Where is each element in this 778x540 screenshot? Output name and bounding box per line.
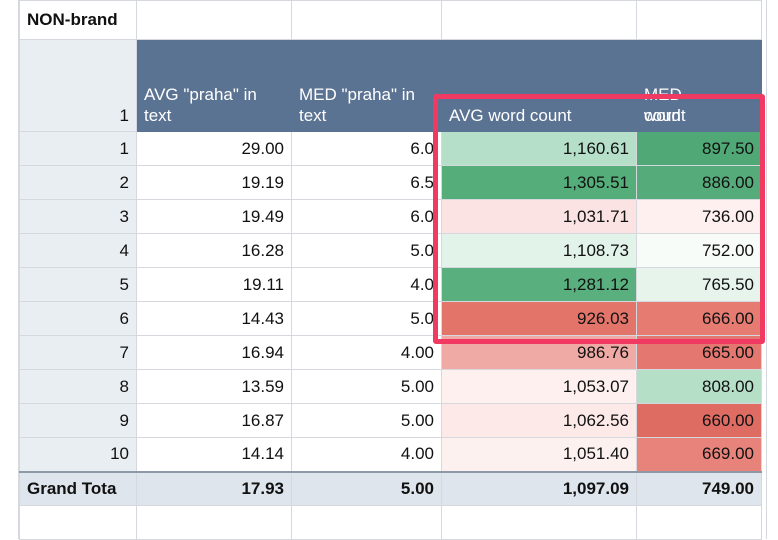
row-label[interactable]: 3 xyxy=(19,199,137,234)
row-label[interactable]: 5 xyxy=(19,267,137,302)
row-label[interactable]: 8 xyxy=(19,369,137,404)
table-row: 3 19.49 6.0 1,031.71 736.00 xyxy=(19,199,762,234)
cell-avg-word-count[interactable]: 1,160.61 xyxy=(441,131,637,166)
cell-med-word-count[interactable]: 660.00 xyxy=(636,403,762,438)
cell-avg-praha[interactable]: 16.94 xyxy=(136,335,292,370)
cell-avg-praha[interactable]: 19.11 xyxy=(136,267,292,302)
grand-total-label[interactable]: Grand Tota xyxy=(19,470,137,506)
table-row: 9 16.87 5.00 1,062.56 660.00 xyxy=(19,403,762,438)
header-row: 1 AVG "praha" in text MED "praha" in tex… xyxy=(19,39,762,132)
total-med-praha[interactable]: 5.00 xyxy=(291,470,442,506)
cell-med-word-count[interactable]: 897.50 xyxy=(636,131,762,166)
cell-avg-praha[interactable]: 13.59 xyxy=(136,369,292,404)
row-label[interactable]: 10 xyxy=(19,437,137,472)
table-row: 8 13.59 5.00 1,053.07 808.00 xyxy=(19,369,762,404)
row-label[interactable]: 7 xyxy=(19,335,137,370)
cell-med-praha[interactable]: 4.00 xyxy=(291,335,442,370)
cell-avg-praha[interactable]: 14.43 xyxy=(136,301,292,336)
empty-cell[interactable] xyxy=(136,505,292,540)
row-label[interactable]: 6 xyxy=(19,301,137,336)
cell-avg-praha[interactable]: 16.87 xyxy=(136,403,292,438)
total-med-word-count[interactable]: 749.00 xyxy=(636,470,762,506)
cell-avg-word-count[interactable]: 926.03 xyxy=(441,301,637,336)
empty-cell[interactable] xyxy=(291,0,442,40)
data-rows: 1 29.00 6.0 1,160.61 897.50 2 19.19 6.5 1,305.51… xyxy=(19,131,762,472)
row-label[interactable]: 2 xyxy=(19,165,137,200)
empty-cell[interactable] xyxy=(19,505,137,540)
table-row: 4 16.28 5.0 1,108.73 752.00 xyxy=(19,233,762,268)
header-med-word-count[interactable]: MED word count xyxy=(636,39,762,132)
row-header-gutter xyxy=(0,0,19,539)
header-med-line2: count xyxy=(644,106,686,125)
cell-med-praha[interactable]: 5.0 xyxy=(291,301,442,336)
total-avg-word-count[interactable]: 1,097.09 xyxy=(441,470,637,506)
cell-med-word-count[interactable]: 666.00 xyxy=(636,301,762,336)
cell-avg-praha[interactable]: 16.28 xyxy=(136,233,292,268)
cell-avg-word-count[interactable]: 1,108.73 xyxy=(441,233,637,268)
cell-avg-praha[interactable]: 14.14 xyxy=(136,437,292,472)
cell-avg-word-count[interactable]: 986.76 xyxy=(441,335,637,370)
cell-med-praha[interactable]: 5.00 xyxy=(291,403,442,438)
cell-avg-word-count[interactable]: 1,051.40 xyxy=(441,437,637,472)
table-row: 2 19.19 6.5 1,305.51 886.00 xyxy=(19,165,762,200)
cell-med-word-count[interactable]: 736.00 xyxy=(636,199,762,234)
cell-avg-word-count[interactable]: 1,281.12 xyxy=(441,267,637,302)
cell-med-word-count[interactable]: 765.50 xyxy=(636,267,762,302)
empty-cell[interactable] xyxy=(636,505,762,540)
cell-med-praha[interactable]: 5.0 xyxy=(291,233,442,268)
table-row: 1 29.00 6.0 1,160.61 897.50 xyxy=(19,131,762,166)
total-avg-praha[interactable]: 17.93 xyxy=(136,470,292,506)
cell-med-praha[interactable]: 4.00 xyxy=(291,437,442,472)
cell-avg-word-count[interactable]: 1,305.51 xyxy=(441,165,637,200)
cell-med-word-count[interactable]: 669.00 xyxy=(636,437,762,472)
table-row: 7 16.94 4.00 986.76 665.00 xyxy=(19,335,762,370)
header-med-praha[interactable]: MED "praha" in text xyxy=(291,39,442,132)
blank-row xyxy=(19,505,762,540)
cell-avg-word-count[interactable]: 1,053.07 xyxy=(441,369,637,404)
cell-avg-praha[interactable]: 29.00 xyxy=(136,131,292,166)
cell-med-praha[interactable]: 5.00 xyxy=(291,369,442,404)
header-avg-word-count[interactable]: AVG word count xyxy=(441,39,637,132)
table-row: 5 19.11 4.0 1,281.12 765.50 xyxy=(19,267,762,302)
cell-avg-praha[interactable]: 19.49 xyxy=(136,199,292,234)
cell-med-praha[interactable]: 4.0 xyxy=(291,267,442,302)
cell-med-word-count[interactable]: 808.00 xyxy=(636,369,762,404)
header-row-label[interactable]: 1 xyxy=(19,39,137,132)
cell-avg-praha[interactable]: 19.19 xyxy=(136,165,292,200)
row-label[interactable]: 1 xyxy=(19,131,137,166)
grand-total-row: Grand Tota 17.93 5.00 1,097.09 749.00 xyxy=(19,470,762,506)
row-label[interactable]: 4 xyxy=(19,233,137,268)
cell-med-word-count[interactable]: 752.00 xyxy=(636,233,762,268)
empty-cell[interactable] xyxy=(136,0,292,40)
pivot-table: NON-brand 1 AVG "praha" in text MED "pra… xyxy=(19,0,762,540)
section-label[interactable]: NON-brand xyxy=(19,0,137,40)
header-med-word-count-clip: MED word count xyxy=(644,84,754,126)
section-row: NON-brand xyxy=(19,0,762,40)
cell-avg-word-count[interactable]: 1,031.71 xyxy=(441,199,637,234)
row-label[interactable]: 9 xyxy=(19,403,137,438)
empty-cell[interactable] xyxy=(441,0,637,40)
cell-avg-word-count[interactable]: 1,062.56 xyxy=(441,403,637,438)
header-avg-praha[interactable]: AVG "praha" in text xyxy=(136,39,292,132)
cell-med-praha[interactable]: 6.5 xyxy=(291,165,442,200)
table-row: 6 14.43 5.0 926.03 666.00 xyxy=(19,301,762,336)
empty-cell[interactable] xyxy=(441,505,637,540)
table-row: 10 14.14 4.00 1,051.40 669.00 xyxy=(19,437,762,472)
empty-cell[interactable] xyxy=(291,505,442,540)
cell-med-word-count[interactable]: 665.00 xyxy=(636,335,762,370)
cell-med-praha[interactable]: 6.0 xyxy=(291,131,442,166)
cell-med-word-count[interactable]: 886.00 xyxy=(636,165,762,200)
empty-cell[interactable] xyxy=(636,0,762,40)
next-column-edge xyxy=(766,0,778,539)
cell-med-praha[interactable]: 6.0 xyxy=(291,199,442,234)
